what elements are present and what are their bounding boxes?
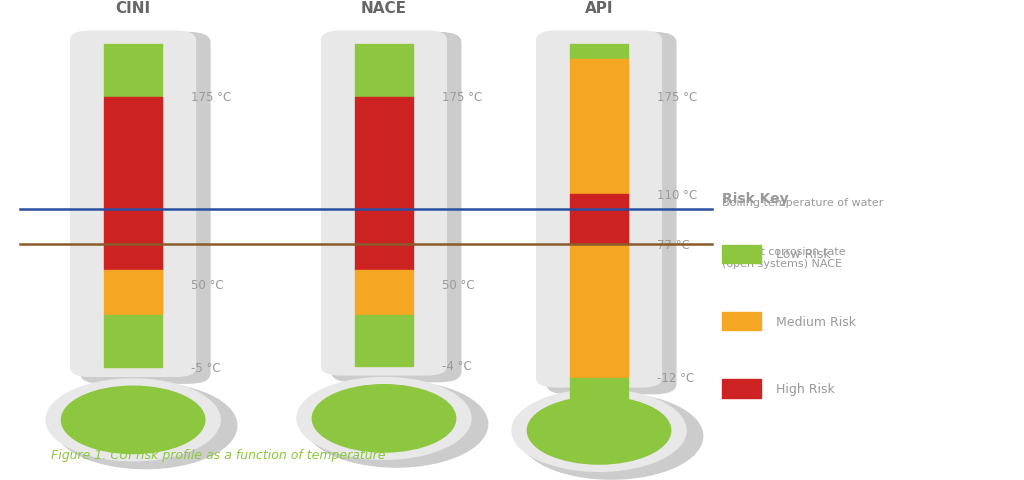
FancyBboxPatch shape xyxy=(81,34,210,384)
Text: CINI: CINI xyxy=(116,1,151,16)
Circle shape xyxy=(297,378,471,459)
FancyBboxPatch shape xyxy=(355,315,413,366)
FancyBboxPatch shape xyxy=(355,270,413,315)
FancyBboxPatch shape xyxy=(570,244,628,378)
Circle shape xyxy=(54,383,237,468)
Circle shape xyxy=(61,386,205,454)
FancyBboxPatch shape xyxy=(570,45,628,60)
FancyBboxPatch shape xyxy=(570,60,628,195)
Text: 175 °C: 175 °C xyxy=(442,91,482,104)
Text: NACE: NACE xyxy=(361,1,407,16)
Text: Medium Risk: Medium Risk xyxy=(776,315,856,328)
Text: 110 °C: 110 °C xyxy=(657,189,697,202)
Circle shape xyxy=(527,397,671,464)
Text: API: API xyxy=(585,1,613,16)
FancyBboxPatch shape xyxy=(537,32,662,387)
Text: Low Risk: Low Risk xyxy=(776,248,830,261)
FancyBboxPatch shape xyxy=(71,32,196,377)
Text: High Risk: High Risk xyxy=(776,382,835,396)
FancyBboxPatch shape xyxy=(570,195,628,244)
Text: 50 °C: 50 °C xyxy=(442,278,475,291)
Text: Boiling temperature of water: Boiling temperature of water xyxy=(722,198,884,207)
FancyBboxPatch shape xyxy=(355,97,413,270)
Text: Highest corrosion rate
(open systems) NACE: Highest corrosion rate (open systems) NA… xyxy=(722,247,846,268)
Circle shape xyxy=(305,382,487,467)
FancyBboxPatch shape xyxy=(722,312,761,331)
Text: -12 °C: -12 °C xyxy=(657,372,694,384)
Text: 175 °C: 175 °C xyxy=(191,91,231,104)
Circle shape xyxy=(46,379,220,461)
FancyBboxPatch shape xyxy=(332,34,461,382)
FancyBboxPatch shape xyxy=(104,97,162,270)
Text: 175 °C: 175 °C xyxy=(657,91,697,104)
FancyBboxPatch shape xyxy=(547,34,676,394)
Circle shape xyxy=(520,394,702,479)
FancyBboxPatch shape xyxy=(570,378,628,405)
FancyBboxPatch shape xyxy=(722,245,761,264)
Circle shape xyxy=(312,385,456,452)
FancyBboxPatch shape xyxy=(355,45,413,97)
Text: -4 °C: -4 °C xyxy=(442,360,472,372)
FancyBboxPatch shape xyxy=(722,380,761,398)
Text: 77 °C: 77 °C xyxy=(657,238,690,251)
Text: Risk Key: Risk Key xyxy=(722,192,788,206)
FancyBboxPatch shape xyxy=(104,315,162,368)
FancyBboxPatch shape xyxy=(104,270,162,315)
Text: -5 °C: -5 °C xyxy=(191,361,221,374)
Text: 50 °C: 50 °C xyxy=(191,278,224,291)
FancyBboxPatch shape xyxy=(322,32,446,375)
Circle shape xyxy=(512,390,686,471)
FancyBboxPatch shape xyxy=(104,45,162,97)
Text: Figure 1. CUI risk profile as a function of temperature: Figure 1. CUI risk profile as a function… xyxy=(51,448,386,461)
